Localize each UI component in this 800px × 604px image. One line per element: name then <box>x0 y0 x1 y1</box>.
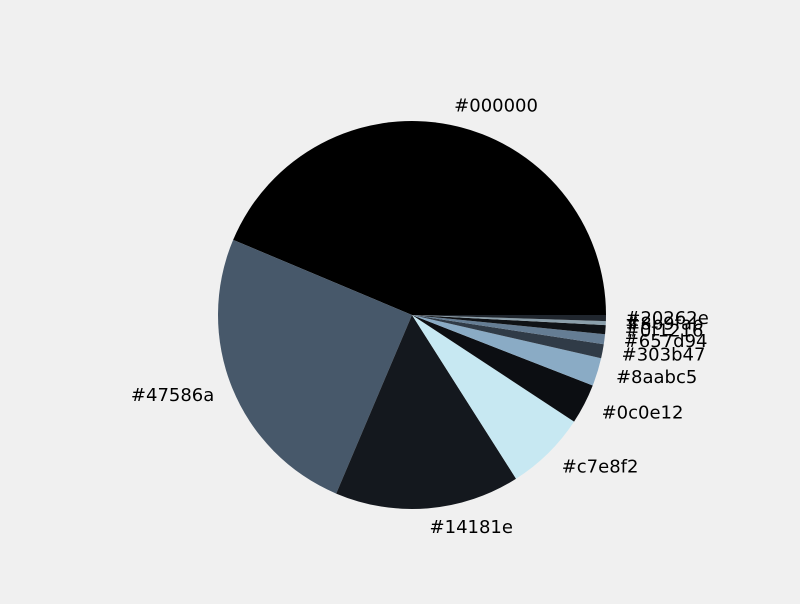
pie-slice-label: #0f1216 <box>625 321 704 342</box>
pie-slice-label: #20262e <box>625 308 708 329</box>
pie-slice-label: #8b9fab <box>625 313 703 334</box>
pie-slice <box>233 120 606 316</box>
pie-labels: #000000 #47586a #14181e #c7e8f2 #0c0e12 #8aab… <box>131 95 709 538</box>
pie-slice <box>336 315 517 509</box>
pie-slice-label: #8aabc5 <box>616 367 697 388</box>
pie-slice-label: #14181e <box>430 517 513 538</box>
pie-slice-label: #657d94 <box>624 331 708 352</box>
pie-slices <box>217 120 606 509</box>
pie-slice <box>412 315 593 422</box>
pie-slice-label: #47586a <box>131 385 214 406</box>
pie-slice <box>412 315 575 479</box>
pie-slice-label: #303b47 <box>622 344 706 365</box>
pie-slice-label: #000000 <box>454 95 538 116</box>
pie-slice <box>412 315 602 386</box>
pie-slice <box>412 315 606 326</box>
pie-slice <box>412 315 606 345</box>
pie-slice <box>412 315 606 322</box>
pie-slice-label: #c7e8f2 <box>562 457 639 478</box>
pie-slice <box>412 315 606 335</box>
pie-slice <box>217 239 412 494</box>
pie-slice <box>412 315 604 359</box>
pie-slice-label: #0c0e12 <box>602 402 684 423</box>
